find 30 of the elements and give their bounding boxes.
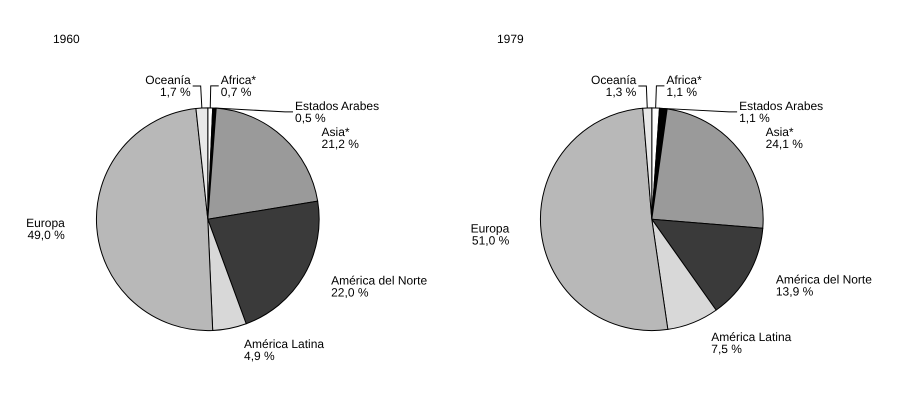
data-label: 22,0 % <box>331 285 369 300</box>
slice-label: Oceanía <box>145 73 191 88</box>
slice-label: América del Norte <box>331 273 428 288</box>
data-label: 1,1 % <box>666 84 698 99</box>
data-label: 0,5 % <box>295 110 326 125</box>
slice-label: Asia* <box>766 124 794 139</box>
data-label: 0,7 % <box>220 84 252 99</box>
slice-label: América Latina <box>711 330 792 344</box>
slice-label: Asia* <box>322 124 350 139</box>
data-label: 24,1 % <box>766 136 804 151</box>
data-label: 21,2 % <box>322 136 360 151</box>
slice-label: América Latina <box>244 336 324 351</box>
data-label: 4,9 % <box>244 348 276 363</box>
slice-label: Estados Arabes <box>739 98 824 113</box>
chart-title: 1960 <box>53 32 80 46</box>
chart-title: 1979 <box>497 32 524 46</box>
data-label: 13,9 % <box>776 284 814 298</box>
slice-label: Europa <box>470 221 510 236</box>
data-label: 1,7 % <box>160 85 192 100</box>
slice-label: Africa* <box>666 72 702 87</box>
slice-label: Africa* <box>220 72 256 87</box>
data-label: 7,5 % <box>711 342 742 356</box>
data-label: 49,0 % <box>27 228 66 242</box>
slice-label: Oceanía <box>590 72 637 87</box>
slice-label: Estados Arabes <box>295 98 380 113</box>
data-label: 1,3 % <box>606 84 637 99</box>
slice-label: Europa <box>26 216 66 230</box>
data-label: 1,1 % <box>739 110 770 125</box>
slice-label: América del Norte <box>776 272 872 286</box>
data-label: 51,0 % <box>472 233 510 248</box>
